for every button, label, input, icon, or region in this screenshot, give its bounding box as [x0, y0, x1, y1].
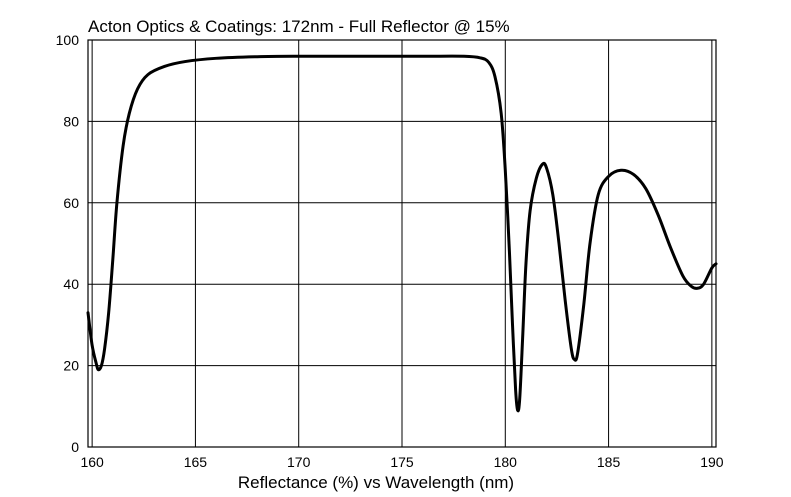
y-tick-label: 100 [56, 32, 80, 48]
x-axis-label: Reflectance (%) vs Wavelength (nm) [238, 473, 514, 492]
plot-frame [87, 39, 717, 448]
y-axis-ticks: 0 20 40 60 80 100 [56, 32, 80, 455]
x-tick-label: 170 [287, 454, 311, 470]
y-tick-label: 20 [63, 358, 79, 374]
reflectance-curve [86, 54, 718, 413]
x-tick-label: 190 [700, 454, 724, 470]
y-tick-label: 40 [63, 276, 79, 292]
x-tick-label: 165 [184, 454, 208, 470]
grid-lines [88, 39, 716, 448]
chart-title: Acton Optics & Coatings: 172nm - Full Re… [88, 17, 510, 36]
x-tick-label: 185 [597, 454, 621, 470]
x-tick-label: 175 [390, 454, 414, 470]
x-tick-label: 180 [494, 454, 518, 470]
x-axis-ticks: 160 165 170 175 180 185 190 [80, 454, 723, 470]
y-tick-label: 0 [71, 439, 79, 455]
x-tick-label: 160 [80, 454, 104, 470]
y-tick-label: 80 [63, 113, 79, 129]
y-tick-label: 60 [63, 195, 79, 211]
